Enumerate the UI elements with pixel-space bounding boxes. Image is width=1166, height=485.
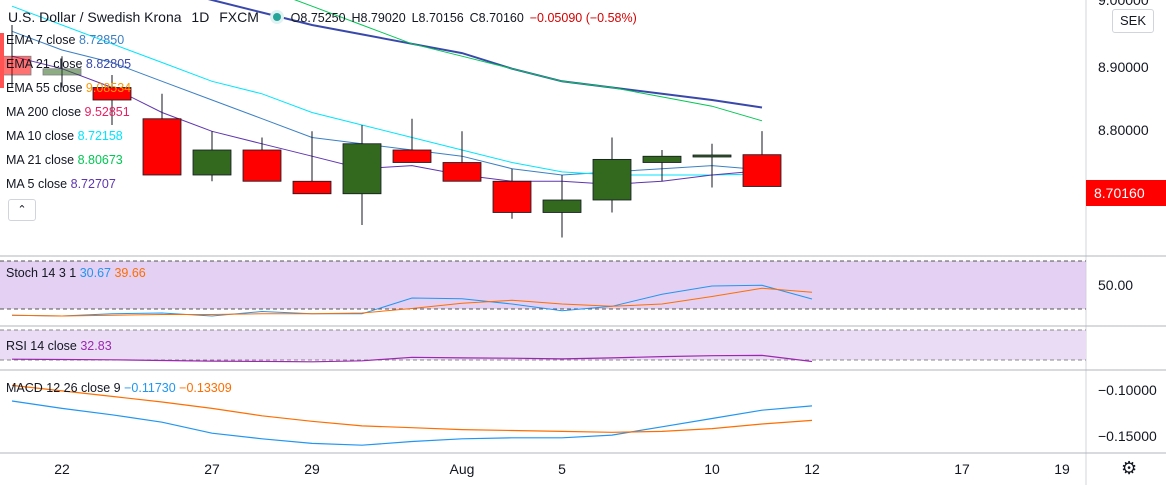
symbol-legend: U.S. Dollar / Swedish Krona 1D FXCM O8.7… [8,9,643,25]
ma-line-2 [11,5,763,176]
rsi-line [11,354,813,363]
ma-line-3 [293,0,763,122]
candle-body [392,149,432,163]
rsi-value: 32.83 [80,339,112,353]
indicator-value: 9.08534 [85,81,132,95]
time-axis-label: 29 [304,461,320,477]
open-value: O8.75250 [290,11,346,25]
time-axis-label: 22 [54,461,70,477]
macd-signal-value: −0.13309 [179,381,232,395]
candle-body [642,155,682,163]
close-value: C8.70160 [469,11,524,25]
candle-body [592,158,632,201]
indicator-ma5[interactable]: MA 5 close 8.72707 [6,177,116,191]
candle-body [92,87,132,101]
stoch-axis-label: 50.00 [1098,277,1134,293]
price-axis-label: 8.90000 [1098,59,1149,75]
indicator-value: 8.82805 [85,57,132,71]
symbol-interval[interactable]: 1D [191,9,210,25]
gear-icon[interactable]: ⚙ [1121,458,1138,478]
time-axis-label: 12 [804,461,820,477]
macd-axis-label: −0.15000 [1098,428,1157,444]
currency-button[interactable]: SEK [1112,9,1154,33]
indicator-value: 8.72850 [78,33,125,47]
collapse-legend-button[interactable]: ⌃ [8,199,36,221]
low-value: L8.70156 [411,11,464,25]
indicator-value: 9.52851 [84,105,130,119]
price-axis-label: 8.80000 [1098,122,1149,138]
indicator-ema21[interactable]: EMA 21 close 8.82805 [6,57,132,71]
time-axis-label: 10 [704,461,720,477]
indicator-ma10[interactable]: MA 10 close 8.72158 [6,129,123,143]
price-axis-label-top: 9.00000 [1098,0,1149,8]
candle-body [492,180,532,213]
indicator-ema7[interactable]: EMA 7 close 8.72850 [6,33,125,47]
stoch-d-line [11,287,813,317]
time-axis-label: Aug [449,461,475,477]
ma-line-0 [11,30,763,176]
candle-body [742,154,782,187]
candle-body [142,118,182,176]
macd-legend[interactable]: MACD 12 26 close 9 −0.11730 −0.13309 [6,381,232,395]
symbol-name[interactable]: U.S. Dollar / Swedish Krona [8,9,182,25]
rsi-band [0,330,1086,360]
high-value: H8.79020 [351,11,406,25]
change-value: −0.05090 (−0.58%) [529,11,637,25]
indicator-ema55[interactable]: EMA 55 close 9.08534 [6,81,132,95]
stoch-k-line [11,284,813,317]
macd-value: −0.11730 [124,381,176,395]
ma-line-1 [207,0,763,109]
time-axis-label: 17 [954,461,970,477]
macd-line [11,400,813,446]
indicator-value: 8.72707 [70,177,116,191]
candle-body [542,199,582,213]
candle-body [192,149,232,176]
time-axis-label: 19 [1054,461,1070,477]
hidden-indicator-marker [0,33,4,88]
rsi-legend[interactable]: RSI 14 close 32.83 [6,339,112,353]
stoch-band [0,261,1086,309]
candle-body [692,154,732,158]
ma-line-4 [11,55,763,185]
chevron-up-icon: ⌃ [17,204,27,216]
indicator-ma200[interactable]: MA 200 close 9.52851 [6,105,130,119]
time-axis-label: 5 [558,461,566,477]
candle-body [42,68,82,76]
market-status-icon [272,13,281,21]
candle-body [292,180,332,195]
time-axis-label: 27 [204,461,220,477]
symbol-exchange: FXCM [219,9,259,25]
stoch-d-value: 39.66 [114,266,146,280]
stoch-k-value: 30.67 [79,266,111,280]
stoch-legend[interactable]: Stoch 14 3 1 30.67 39.66 [6,266,146,280]
candle-body [0,55,32,76]
candle-body [242,149,282,182]
candle-body [342,143,382,195]
macd-axis-label: −0.10000 [1098,382,1157,398]
candle-body [442,162,482,182]
indicator-ma21[interactable]: MA 21 close 8.80673 [6,153,123,167]
macd-signal-line [11,384,813,433]
indicator-value: 8.80673 [77,153,123,167]
last-price-tag: 8.70160 [1086,180,1166,206]
indicator-value: 8.72158 [77,129,123,143]
